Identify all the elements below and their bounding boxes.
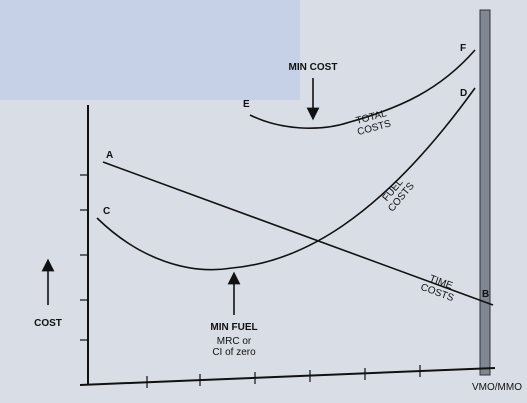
curves: [41, 49, 494, 315]
point-label: B: [482, 289, 489, 300]
time-cost-line: [102, 161, 494, 306]
point-label: C: [103, 206, 110, 217]
y-axis-label: COST: [34, 318, 62, 329]
min-fuel-label: MIN FUEL: [210, 322, 257, 333]
x-axis-end-label: VMO/MMO: [472, 382, 522, 393]
point-label: F: [460, 43, 466, 54]
fuel-cost-curve: [96, 87, 476, 271]
min-fuel-note: MRC or: [217, 336, 252, 347]
axes: [79, 105, 496, 386]
total-cost-curve: [249, 49, 476, 129]
min-fuel-note: CI of zero: [212, 347, 256, 358]
speed-limit-bar: [479, 9, 491, 376]
highlight: [0, 0, 300, 100]
point-label: D: [460, 88, 467, 99]
point-label: E: [243, 99, 250, 110]
ticks: [80, 174, 421, 388]
point-label: A: [106, 150, 113, 161]
min-cost-label: MIN COST: [289, 62, 338, 73]
